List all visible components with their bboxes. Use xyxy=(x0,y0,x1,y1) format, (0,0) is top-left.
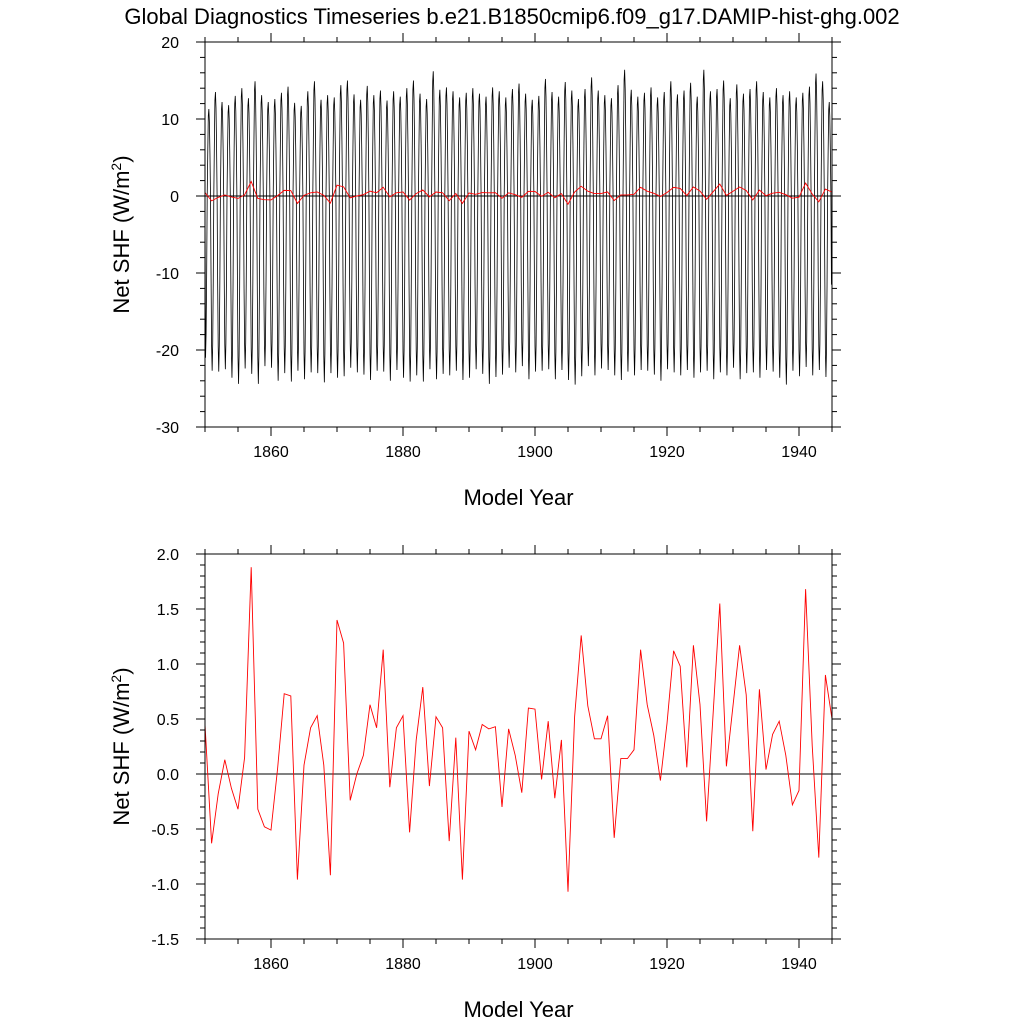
top-y-tick-label: -10 xyxy=(156,266,179,283)
top-y-tick-label: 20 xyxy=(161,35,179,52)
top-x-axis-label: Model Year xyxy=(463,485,573,510)
bottom-y-tick-label: -1.0 xyxy=(151,877,179,894)
top-timeseries-panel: 1860 1880 1900 1920 1940 20 10 0 -10 -20 -30 Model… xyxy=(108,33,841,510)
bottom-y-tick-label: 2.0 xyxy=(157,547,179,564)
top-y-tick-label: 0 xyxy=(170,189,179,206)
bottom-x-tick-label: 1940 xyxy=(781,956,817,973)
top-x-tick-label: 1860 xyxy=(253,444,289,461)
bottom-y-tick-label: -0.5 xyxy=(151,822,179,839)
top-y-tick-label: -30 xyxy=(156,420,179,437)
figure-title: Global Diagnostics Timeseries b.e21.B185… xyxy=(124,4,899,29)
top-x-tick-label: 1900 xyxy=(517,444,553,461)
bottom-x-tick-label: 1860 xyxy=(253,956,289,973)
bottom-annual-series-line xyxy=(205,567,832,892)
top-tick-labels: 1860 1880 1900 1920 1940 20 10 0 -10 -20 -30 xyxy=(156,35,817,461)
bottom-tick-labels: 1860 1880 1900 1920 1940 2.0 1.5 1.0 0.5 0.0 -0.5 -… xyxy=(151,547,816,973)
top-x-tick-label: 1880 xyxy=(385,444,421,461)
bottom-plot-frame xyxy=(204,553,833,940)
top-annual-series-line xyxy=(205,180,832,206)
bottom-x-tick-label: 1880 xyxy=(385,956,421,973)
top-plot-frame xyxy=(204,41,833,428)
bottom-plot-content xyxy=(205,567,832,892)
top-x-tick-label: 1920 xyxy=(649,444,685,461)
bottom-y-tick-label: 1.0 xyxy=(157,657,179,674)
bottom-annual-panel: 1860 1880 1900 1920 1940 2.0 1.5 1.0 0.5 0.0 -0.5 -… xyxy=(108,545,841,1022)
bottom-y-tick-label: 1.5 xyxy=(157,602,179,619)
bottom-x-tick-label: 1900 xyxy=(517,956,553,973)
top-axis-ticks xyxy=(196,33,841,436)
bottom-y-tick-label: 0.5 xyxy=(157,712,179,729)
top-plot-content xyxy=(205,69,832,385)
top-y-axis-label: Net SHF (W/m2) xyxy=(108,155,134,313)
bottom-x-axis-label: Model Year xyxy=(463,997,573,1022)
bottom-axis-ticks xyxy=(196,545,841,948)
top-x-tick-label: 1940 xyxy=(781,444,817,461)
bottom-y-axis-label: Net SHF (W/m2) xyxy=(108,667,134,825)
top-y-tick-label: -20 xyxy=(156,343,179,360)
bottom-x-tick-label: 1920 xyxy=(649,956,685,973)
bottom-y-tick-label: -1.5 xyxy=(151,932,179,949)
bottom-y-tick-label: 0.0 xyxy=(157,767,179,784)
top-y-tick-label: 10 xyxy=(161,112,179,129)
top-monthly-series-line xyxy=(205,69,832,385)
